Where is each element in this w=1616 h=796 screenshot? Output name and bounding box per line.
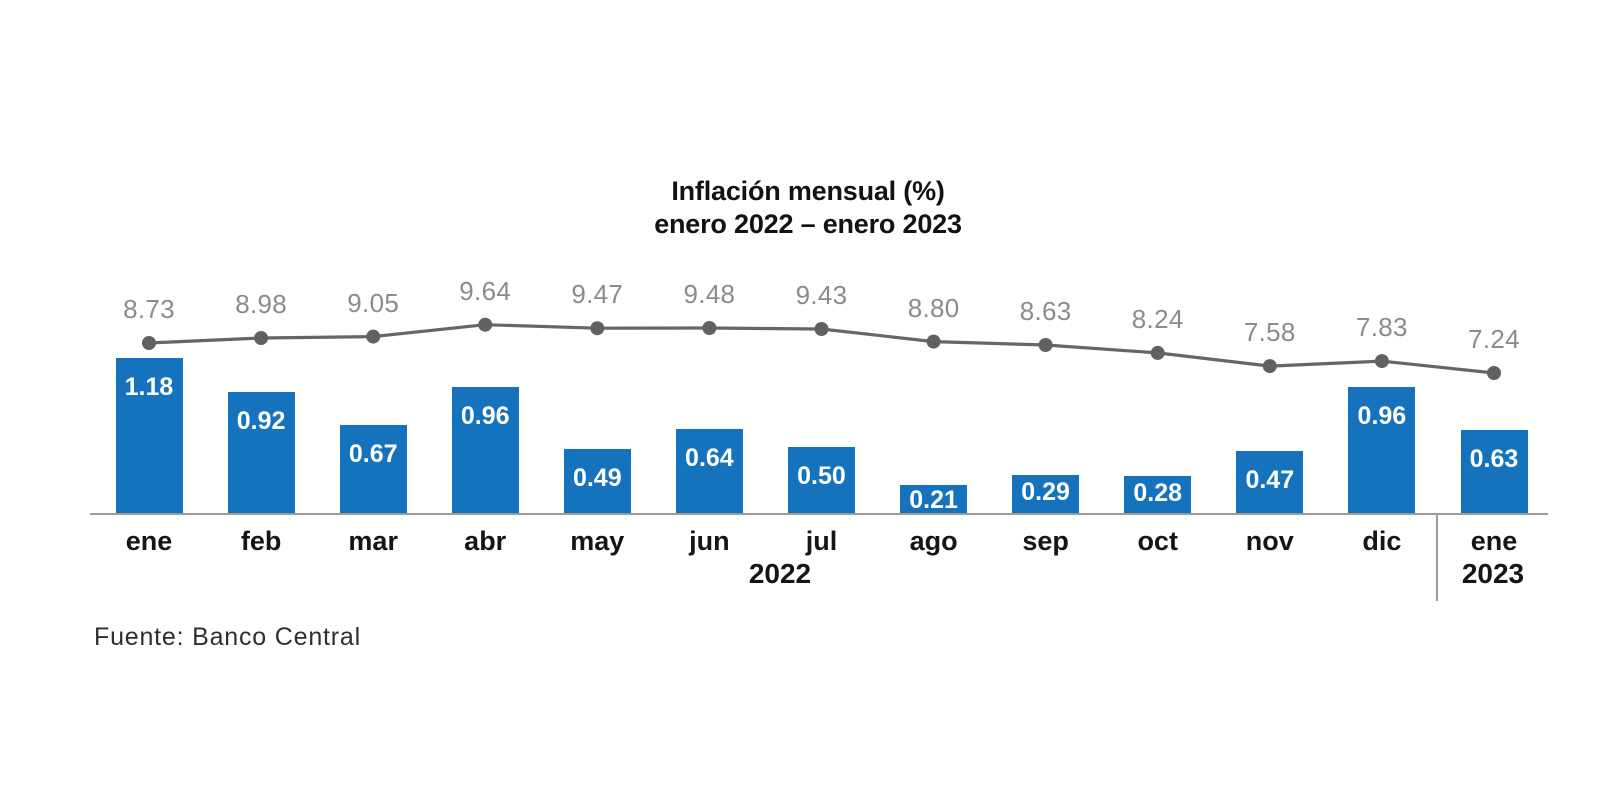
line-value-label: 7.83 <box>1355 312 1408 343</box>
bar-value-label: 0.50 <box>797 462 846 490</box>
x-axis-month-label: may <box>570 526 625 556</box>
line-value-label: 8.80 <box>907 292 960 323</box>
line-point-marker <box>254 331 269 345</box>
bar-8-sep: 0.29 <box>1012 475 1080 513</box>
bar-value-label: 0.96 <box>460 402 510 430</box>
line-value-label: 8.98 <box>235 289 287 319</box>
line-value-label: 9.64 <box>459 275 512 306</box>
x-axis-month-label: jul <box>805 526 838 556</box>
x-axis-year-2023: 2023 <box>1461 558 1525 589</box>
bar-4-may: 0.49 <box>563 449 631 513</box>
bar-12-ene: 0.63 <box>1460 430 1528 513</box>
year-divider-line <box>1436 515 1438 601</box>
bar-10-nov: 0.47 <box>1236 451 1304 513</box>
bar-5-jun: 0.64 <box>675 429 743 513</box>
bar-6-jul: 0.50 <box>788 447 855 513</box>
line-value-label: 8.24 <box>1131 303 1184 334</box>
x-axis-month-label: feb <box>240 526 282 556</box>
line-point-marker <box>1150 345 1165 360</box>
line-point-marker <box>1374 354 1389 369</box>
line-point-marker <box>926 334 941 349</box>
bar-value-label: 0.29 <box>1021 478 1070 506</box>
x-axis-month-label: jun <box>689 526 730 556</box>
line-value-label: 9.47 <box>571 279 624 310</box>
chart-title-line1: Inflación mensual (%) <box>671 176 945 206</box>
bar-11-dic: 0.96 <box>1348 387 1416 513</box>
source-note: Fuente: Banco Central <box>94 623 361 651</box>
line-value-label: 9.43 <box>795 280 848 310</box>
line-value-label: 9.05 <box>347 287 400 318</box>
line-value-label: 9.48 <box>683 279 736 309</box>
x-axis-month-label: sep <box>1022 526 1069 556</box>
chart-title-line2: enero 2022 – enero 2023 <box>654 209 962 239</box>
bar-value-label: 0.63 <box>1469 445 1519 473</box>
bar-value-label: 0.96 <box>1357 402 1407 430</box>
line-point-marker <box>590 321 605 336</box>
x-axis-month-label: dic <box>1362 526 1402 556</box>
bar-value-label: 0.28 <box>1133 478 1183 507</box>
line-point-marker <box>1487 366 1501 380</box>
line-point-marker <box>1038 338 1053 352</box>
bar-value-label: 0.64 <box>685 444 734 472</box>
bar-value-label: 0.21 <box>909 486 958 514</box>
bar-1-feb: 0.92 <box>227 392 295 513</box>
line-point-marker <box>702 321 717 335</box>
bar-value-label: 1.18 <box>124 373 174 401</box>
bar-value-label: 0.92 <box>236 407 286 435</box>
line-point-marker <box>478 317 493 332</box>
line-value-label: 8.73 <box>123 294 175 324</box>
x-axis-line <box>90 513 1548 515</box>
line-point-marker <box>366 329 381 344</box>
chart-title: Inflación mensual (%) enero 2022 – enero… <box>0 175 1616 241</box>
bar-7-ago: 0.21 <box>900 485 968 514</box>
line-value-label: 7.24 <box>1468 324 1520 354</box>
line-value-label: 7.58 <box>1243 317 1296 348</box>
x-axis-month-label: ene <box>125 526 173 556</box>
line-point-marker <box>1262 359 1277 374</box>
x-axis-month-label: abr <box>464 526 507 556</box>
bar-0-ene: 1.18 <box>115 358 183 513</box>
bar-value-label: 0.49 <box>572 464 622 492</box>
x-axis-month-label: mar <box>348 526 398 556</box>
x-axis-month-label: ago <box>909 526 958 556</box>
bar-value-label: 0.67 <box>348 440 398 468</box>
x-axis-month-label: oct <box>1137 526 1178 556</box>
bar-2-mar: 0.67 <box>339 425 407 513</box>
x-axis-month-label: nov <box>1245 526 1294 556</box>
bar-9-oct: 0.28 <box>1124 476 1192 513</box>
x-axis-month-label: ene <box>1470 526 1518 556</box>
x-axis-year-2022: 2022 <box>748 558 812 589</box>
line-point-marker <box>814 322 829 336</box>
bar-3-abr: 0.96 <box>451 387 519 513</box>
bar-value-label: 0.47 <box>1245 466 1295 494</box>
line-point-marker <box>142 336 156 350</box>
line-value-label: 8.63 <box>1019 296 1072 326</box>
